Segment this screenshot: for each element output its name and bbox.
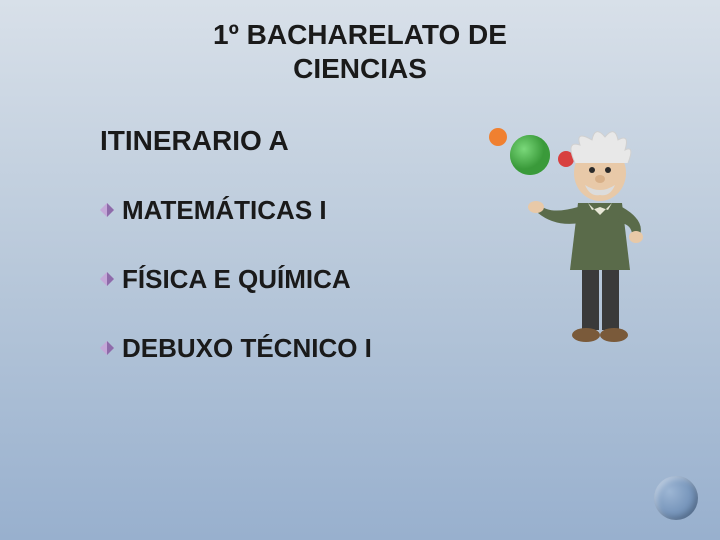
scientist-illustration xyxy=(480,115,660,365)
bullet-list: MATEMÁTICAS I FÍSICA E QUÍMICA DEBUXO TÉ… xyxy=(100,195,372,402)
bullet-label: FÍSICA E QUÍMICA xyxy=(122,264,351,294)
diamond-bullet-icon xyxy=(100,341,114,355)
slide-title: 1º BACHARELATO DE CIENCIAS xyxy=(0,18,720,85)
diamond-bullet-icon xyxy=(100,203,114,217)
bullet-label: DEBUXO TÉCNICO I xyxy=(122,333,372,363)
diamond-bullet-icon xyxy=(100,272,114,286)
list-item: DEBUXO TÉCNICO I xyxy=(100,333,372,364)
title-line-2: CIENCIAS xyxy=(293,53,427,84)
slide-subtitle: ITINERARIO A xyxy=(100,125,289,157)
bullet-label: MATEMÁTICAS I xyxy=(122,195,327,225)
list-item: FÍSICA E QUÍMICA xyxy=(100,264,372,295)
title-line-1: 1º BACHARELATO DE xyxy=(213,19,507,50)
list-item: MATEMÁTICAS I xyxy=(100,195,372,226)
corner-decoration-sphere xyxy=(654,476,698,520)
